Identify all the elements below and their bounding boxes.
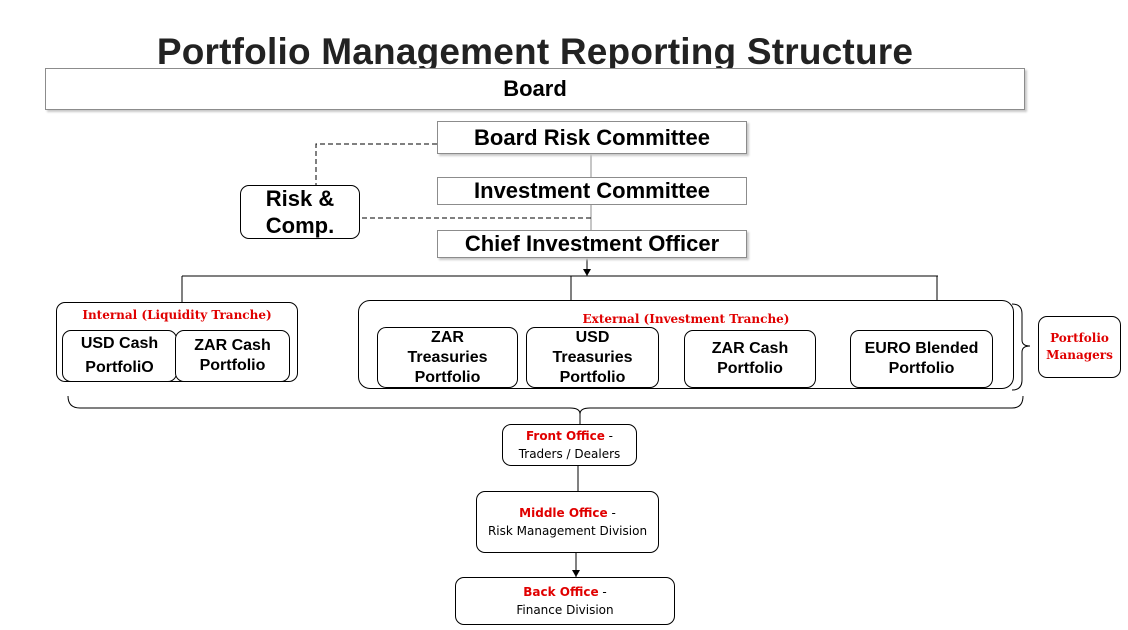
page-title: Portfolio Management Reporting Structure [156,31,914,68]
front-office-label: Front Office [525,429,605,443]
portfolio-managers-box: Portfolio Managers [1038,316,1121,378]
external-euro-blended-portfolio: EURO Blended Portfolio [850,330,993,388]
portfolio-line2: Portfolio [717,360,783,377]
risk-comp-line2: Comp. [265,213,335,238]
middle-office-detail: Risk Management Division [487,524,648,538]
portfolio-managers-line2: Managers [1046,348,1113,362]
portfolio-line1: USD [575,328,610,346]
portfolio-line1: ZAR Cash [711,340,789,357]
front-office-box: Front Office - Traders / Dealers [502,424,637,466]
board-risk-committee-box: Board Risk Committee [437,121,747,154]
back-office-sep: - [598,585,607,599]
middle-office-sep: - [607,506,616,520]
portfolio-line2: Portfolio [888,360,955,377]
investment-committee-box: Investment Committee [437,177,747,205]
chief-investment-officer-box: Chief Investment Officer [437,230,747,258]
back-office-label: Back Office [523,585,599,599]
portfolio-line3: Portfolio [559,368,626,386]
chief-investment-officer-label: Chief Investment Officer [464,231,720,256]
board-label: Board [503,76,567,101]
front-office-sep: - [604,429,614,443]
brace-portfolio-managers [1011,303,1031,391]
external-group-label: External (Investment Tranche) [582,312,790,326]
risk-comp-line1: Risk & [265,186,335,211]
internal-group-label: Internal (Liquidity Tranche) [82,308,272,322]
dashed-risk-brc [315,143,437,185]
portfolio-line3: Portfolio [414,368,481,386]
middle-office-label: Middle Office [519,506,608,520]
portfolio-line2: Treasuries [407,348,488,366]
investment-committee-label: Investment Committee [474,178,710,203]
portfolio-managers-line1: Portfolio [1050,331,1109,345]
internal-usd-cash-portfolio: USD Cash PortfoliO [62,330,177,382]
middle-office-box: Middle Office - Risk Management Division [476,491,659,553]
external-zar-cash-portfolio: ZAR Cash Portfolio [684,330,816,388]
portfolio-line1: ZAR [431,328,464,346]
back-office-detail: Finance Division [516,603,614,617]
risk-comp-box: Risk & Comp. [240,185,360,239]
portfolio-line1: USD Cash [80,335,159,352]
external-zar-treasuries-portfolio: ZAR Treasuries Portfolio [377,327,518,388]
external-usd-treasuries-portfolio: USD Treasuries Portfolio [526,327,659,388]
portfolio-line2: PortfoliO [85,359,154,376]
board-risk-committee-label: Board Risk Committee [474,124,710,150]
portfolio-line2: Treasuries [552,348,633,366]
board-box: Board [45,68,1025,110]
portfolio-line1: ZAR Cash [194,337,271,354]
portfolio-line2: Portfolio [199,357,266,374]
portfolio-line1: EURO Blended [864,340,979,357]
internal-zar-cash-portfolio: ZAR Cash Portfolio [175,330,290,382]
brace-bottom [67,395,1024,415]
front-office-detail: Traders / Dealers [518,447,621,461]
back-office-box: Back Office - Finance Division [455,577,675,625]
